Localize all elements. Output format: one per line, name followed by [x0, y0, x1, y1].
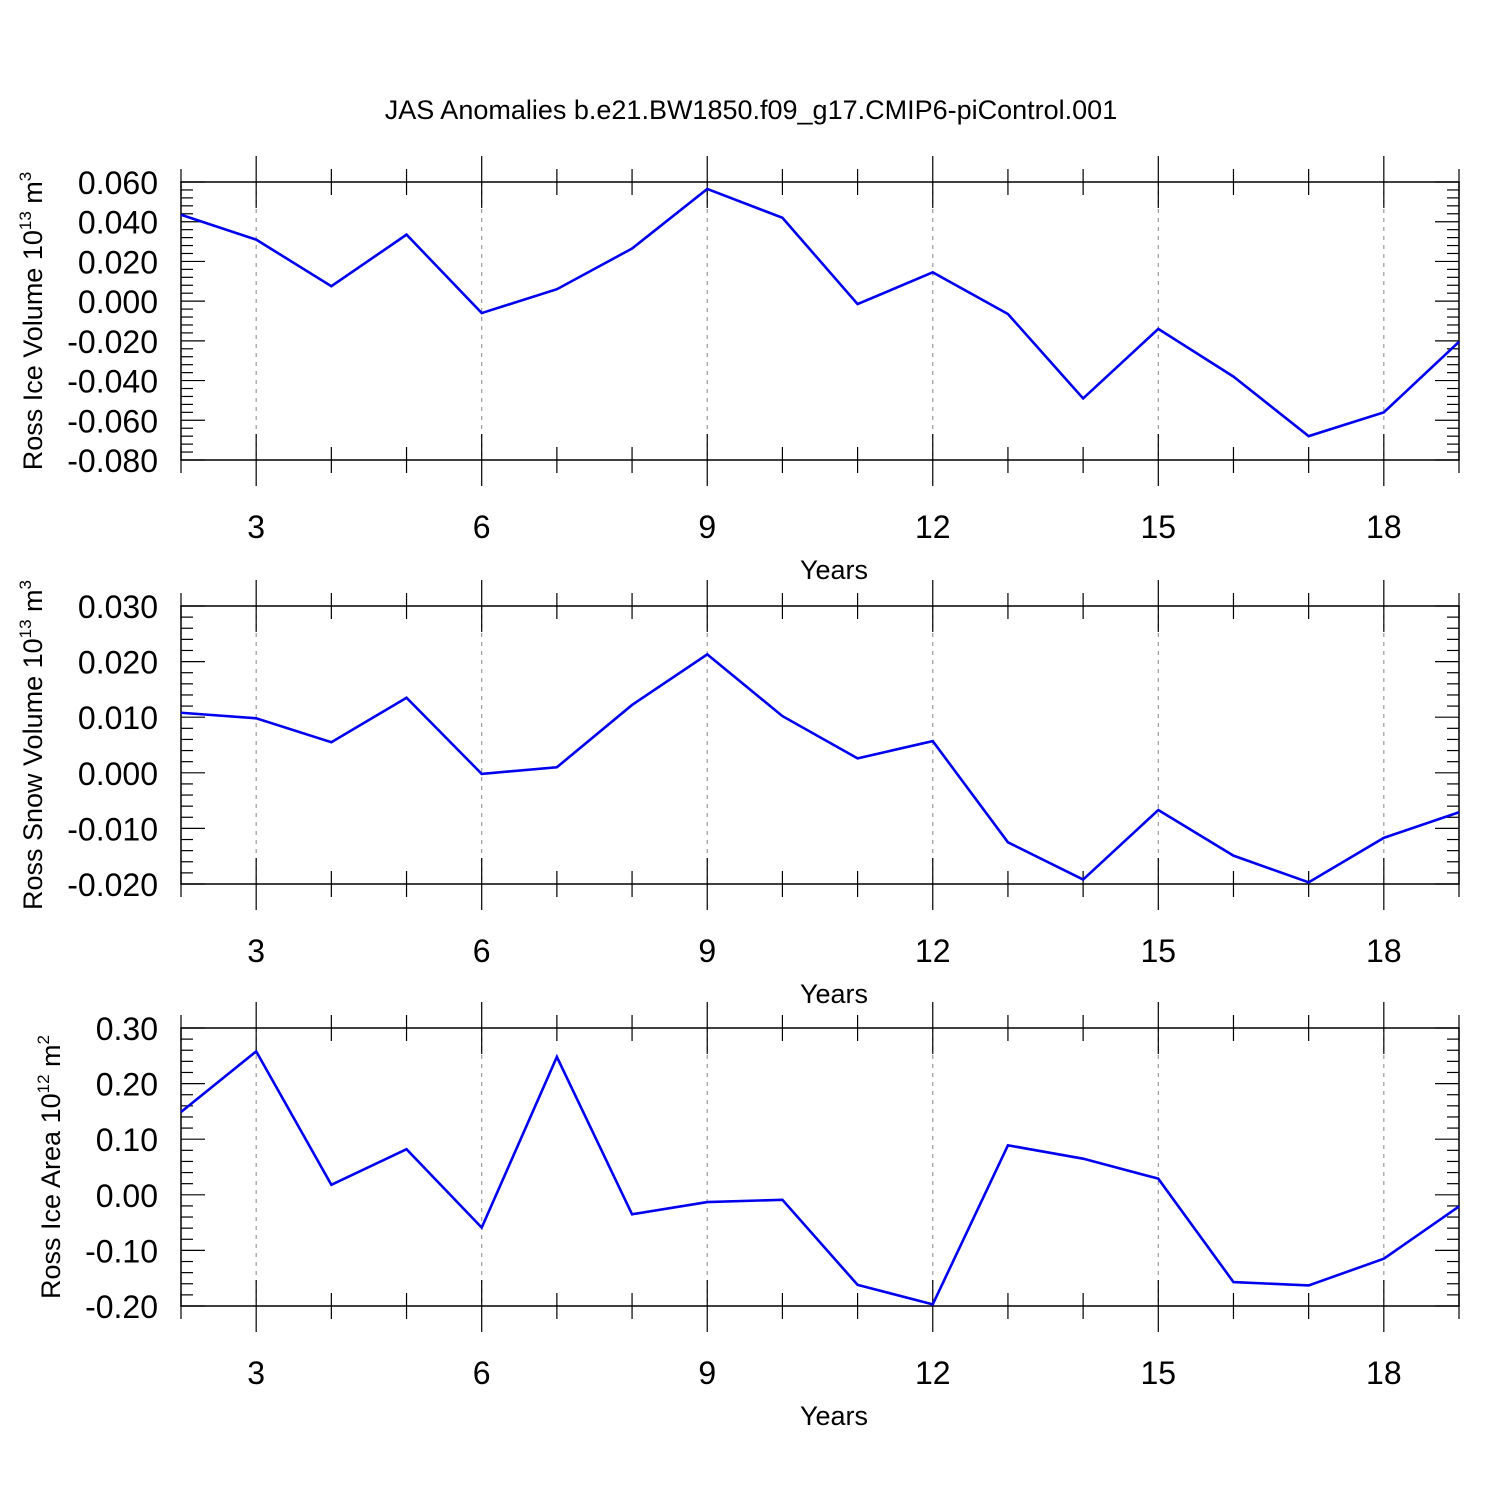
y-tick-label: -0.010 [67, 811, 158, 847]
y-axis-label: Ross Ice Volume 1013 m3 [16, 172, 48, 471]
x-tick-label: 3 [247, 933, 265, 969]
plot-frame [180, 181, 1460, 461]
y-tick-label: 0.00 [96, 1178, 158, 1214]
x-tick-label: 12 [915, 933, 951, 969]
series-line [180, 1049, 1460, 1306]
x-tick-label: 15 [1140, 1355, 1176, 1391]
y-tick-label: 0.020 [78, 645, 158, 681]
plot-frame [180, 1027, 1460, 1307]
y-tick-label: 0.040 [78, 205, 158, 241]
y-tick-label: -0.060 [67, 403, 158, 439]
y-tick-label: -0.020 [67, 324, 158, 360]
y-tick-label: 0.030 [78, 589, 158, 625]
y-tick-label: 0.020 [78, 244, 158, 280]
y-axis-label: Ross Snow Volume 1013 m3 [16, 580, 48, 910]
x-tick-label: 9 [698, 933, 716, 969]
y-tick-label: -0.20 [85, 1289, 158, 1325]
y-tick-label: 0.060 [78, 165, 158, 201]
x-axis-label: Years [800, 555, 868, 585]
x-tick-label: 3 [247, 509, 265, 545]
y-tick-label: 0.000 [78, 756, 158, 792]
x-axis-label: Years [800, 979, 868, 1009]
x-tick-label: 3 [247, 1355, 265, 1391]
panel-3: 0.30 0.20 0.10 0.00 -0.10 -0.20 3 6 9 12 15 18 Years… [34, 1002, 1460, 1431]
x-tick-label: 6 [473, 1355, 491, 1391]
y-tick-label: -0.040 [67, 364, 158, 400]
panel-2: 0.030 0.020 0.010 0.000 -0.010 -0.020 3 6 9 12 15 1… [16, 580, 1460, 1009]
y-tick-label: 0.10 [96, 1122, 158, 1158]
x-tick-label: 15 [1140, 509, 1176, 545]
plot-frame [180, 605, 1460, 885]
x-tick-label: 9 [698, 509, 716, 545]
x-tick-label: 9 [698, 1355, 716, 1391]
x-tick-label: 6 [473, 933, 491, 969]
y-tick-label: 0.20 [96, 1067, 158, 1103]
x-tick-label: 6 [473, 509, 491, 545]
y-tick-label: 0.30 [96, 1011, 158, 1047]
series-line [180, 652, 1460, 884]
y-tick-label: 0.000 [78, 284, 158, 320]
x-axis-label: Years [800, 1401, 868, 1431]
x-tick-label: 18 [1366, 509, 1402, 545]
y-tick-label: -0.10 [85, 1233, 158, 1269]
x-tick-label: 12 [915, 1355, 951, 1391]
y-axis-label: Ross Ice Area 1012 m2 [34, 1035, 66, 1299]
x-tick-label: 18 [1366, 1355, 1402, 1391]
series-line [180, 187, 1460, 438]
y-tick-label: -0.020 [67, 867, 158, 903]
y-tick-label: 0.010 [78, 700, 158, 736]
y-tick-label: -0.080 [67, 443, 158, 479]
x-tick-label: 15 [1140, 933, 1176, 969]
figure-title: JAS Anomalies b.e21.BW1850.f09_g17.CMIP6… [385, 95, 1117, 125]
x-tick-label: 18 [1366, 933, 1402, 969]
x-tick-label: 12 [915, 509, 951, 545]
